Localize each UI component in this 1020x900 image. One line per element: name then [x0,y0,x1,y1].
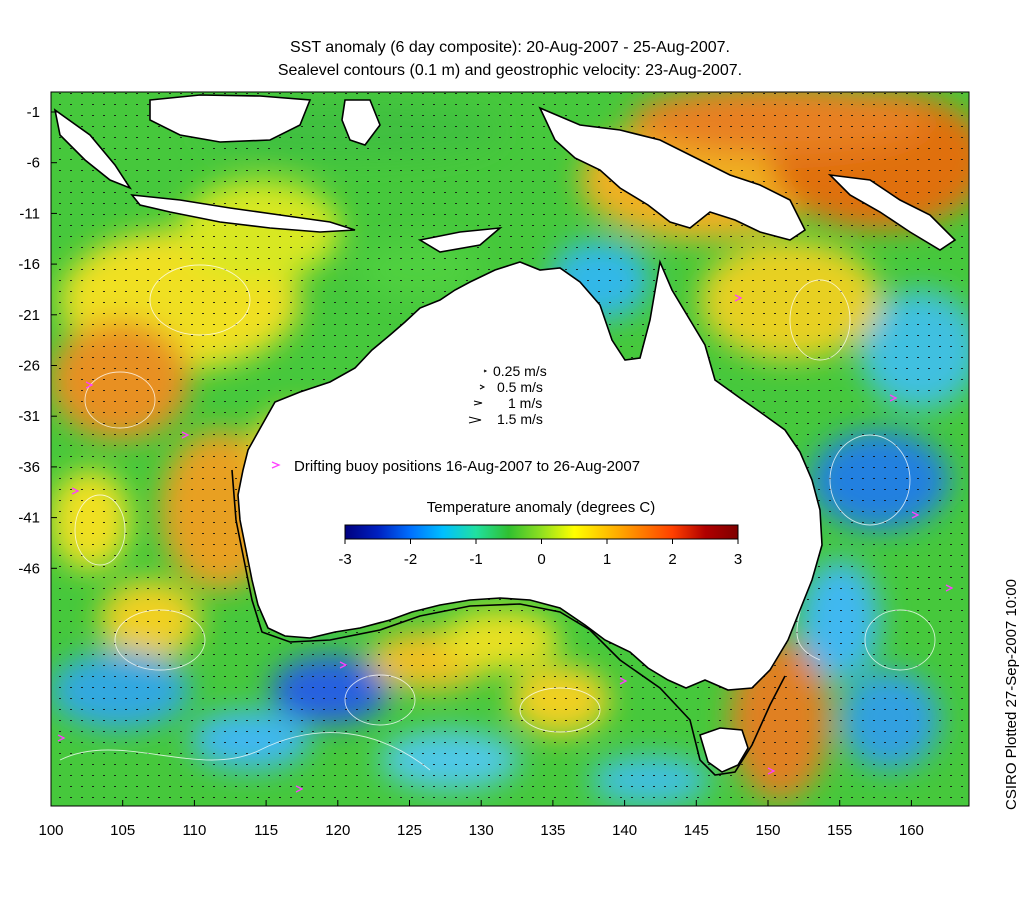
buoy-legend-marker [271,461,281,469]
borneo-landmass [149,94,312,143]
sulawesi-landmass [341,99,381,146]
x-tick-label: 125 [397,822,422,839]
y-axis: -1 -6 -11 -16 -21 -26 -31 -36 -41 -46 [18,104,57,577]
colorbar-ticks: -3 -2 -1 0 1 2 3 [338,539,742,568]
drifting-buoys [57,294,954,793]
x-tick-label: 145 [684,822,709,839]
y-tick-label: -11 [19,205,40,222]
colorbar-tick-label: -2 [404,551,417,568]
velocity-legend-arrows [468,369,488,424]
new-britain-landmass [827,173,957,251]
velocity-legend-label: 0.25 m/s [493,363,547,379]
new-guinea-landmass [538,106,807,241]
x-tick-label: 140 [612,822,637,839]
y-tick-label: -46 [18,560,40,577]
y-tick-label: -36 [18,459,40,476]
x-tick-label: 100 [38,822,63,839]
x-tick-label: 105 [110,822,135,839]
colorbar-tick-label: 3 [734,551,742,568]
y-tick-label: -26 [18,358,40,375]
buoy-legend-label: Drifting buoy positions 16-Aug-2007 to 2… [294,458,640,475]
x-axis: 100 105 110 115 120 125 130 135 140 145 150 155 160 [38,800,924,839]
x-tick-label: 155 [827,822,852,839]
y-tick-label: -16 [18,256,40,273]
x-tick-label: 135 [540,822,565,839]
velocity-legend-label: 1.5 m/s [497,411,543,427]
x-tick-label: 115 [254,822,278,839]
colorbar-title: Temperature anomaly (degrees C) [427,499,655,516]
sumatra-landmass [53,108,133,190]
y-tick-label: -31 [18,408,40,425]
plot-frame [50,91,970,807]
y-tick-label: -21 [18,307,40,324]
y-tick-label: -41 [18,510,40,527]
x-tick-label: 120 [325,822,350,839]
colorbar-tick-label: -3 [338,551,351,568]
colorbar-tick-label: 1 [603,551,611,568]
map-title-line-2: Sealevel contours (0.1 m) and geostrophi… [277,62,743,79]
x-tick-label: 160 [899,822,924,839]
y-tick-label: -6 [27,155,40,172]
x-tick-label: 150 [755,822,780,839]
velocity-legend-label: 1 m/s [508,395,542,411]
velocity-legend-label: 0.5 m/s [497,379,543,395]
sst-field [51,92,969,806]
colorbar: Temperature anomaly (degrees C) -3 -2 -1 0 1… [338,499,742,568]
x-tick-label: 110 [182,822,206,839]
australia-landmass [237,259,823,691]
shelf-contour [231,469,786,776]
side-credit: CSIRO Plotted 27-Sep-2007 10:00 [1003,579,1020,810]
landmasses [53,94,957,773]
timor-landmass [417,226,503,253]
colorbar-tick-label: -1 [469,551,482,568]
y-tick-label: -1 [27,104,40,121]
velocity-legend: 0.25 m/s 0.5 m/s 1 m/s 1.5 m/s [468,363,547,427]
colorbar-bar [344,524,739,540]
colorbar-tick-label: 0 [537,551,545,568]
x-tick-label: 130 [469,822,494,839]
map-title-line-1: SST anomaly (6 day composite): 20-Aug-20… [290,39,730,56]
colorbar-tick-label: 2 [668,551,676,568]
java-landmass [130,194,356,233]
tasmania-landmass [699,727,749,773]
buoy-legend: Drifting buoy positions 16-Aug-2007 to 2… [271,458,640,475]
